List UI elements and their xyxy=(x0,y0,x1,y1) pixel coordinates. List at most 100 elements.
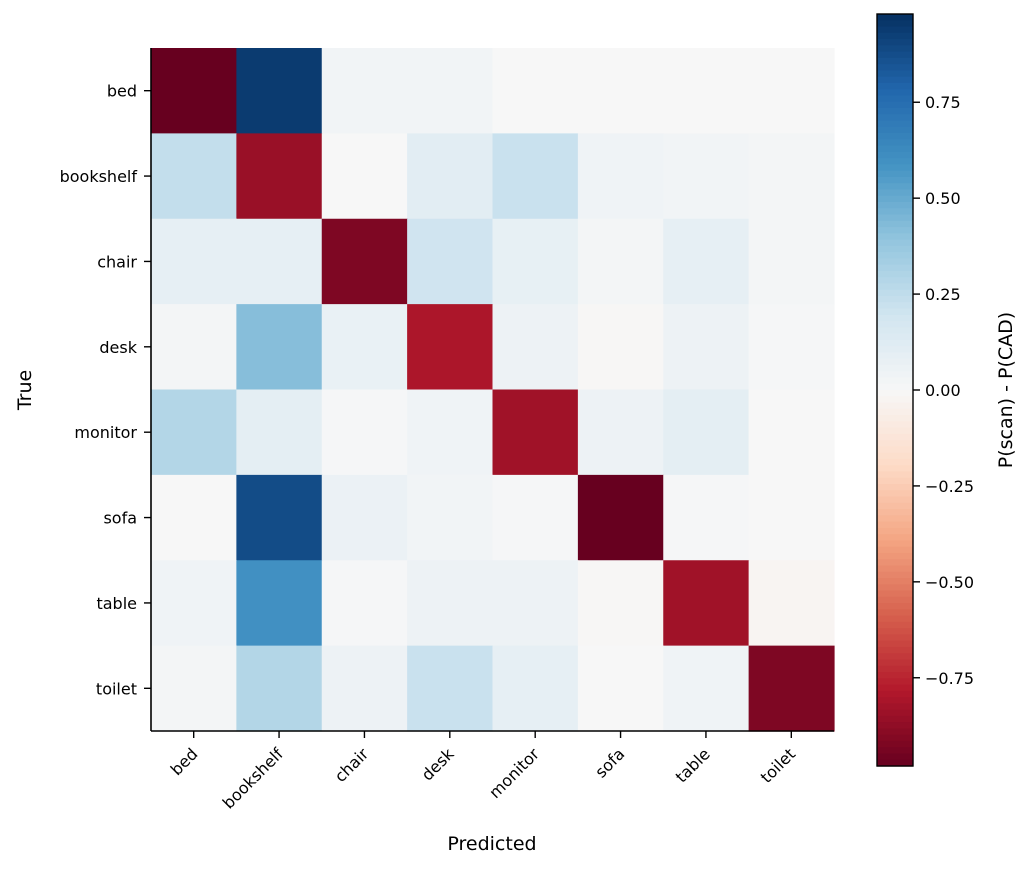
colorbar-segment xyxy=(877,628,913,635)
colorbar-segment xyxy=(877,233,913,241)
colorbar-tick-label: 0.25 xyxy=(925,285,961,304)
heatmap-cell-monitor-desk xyxy=(407,389,494,476)
colorbar-segment xyxy=(877,396,913,404)
colorbar-segment xyxy=(877,51,913,59)
colorbar-segment xyxy=(877,753,913,761)
colorbar-segment xyxy=(877,552,913,560)
heatmap-cell-sofa-bed xyxy=(151,474,237,561)
colorbar-segment xyxy=(877,264,913,272)
heatmap-cell-bookshelf-chair xyxy=(321,133,408,220)
colorbar-segment xyxy=(877,527,913,535)
heatmap-cell-bed-chair xyxy=(321,48,408,134)
heatmap-cell-bed-monitor xyxy=(492,48,579,134)
y-tick-label-bed: bed xyxy=(107,82,137,101)
heatmap-cell-table-monitor xyxy=(492,560,579,647)
colorbar-segment xyxy=(877,364,913,372)
colorbar-segment xyxy=(877,195,913,203)
colorbar-segment xyxy=(877,126,913,134)
colorbar-segment xyxy=(877,559,913,567)
colorbar-segment xyxy=(877,715,913,723)
colorbar-segment xyxy=(877,690,913,698)
colorbar-segment xyxy=(877,214,913,222)
colorbar-tick-label: −0.25 xyxy=(925,477,974,496)
colorbar-segment xyxy=(877,759,913,767)
colorbar-segment xyxy=(877,490,913,498)
colorbar-segment xyxy=(877,89,913,97)
heatmap-cell-chair-chair xyxy=(321,218,408,305)
colorbar-segment xyxy=(877,747,913,755)
heatmap-cell-sofa-table xyxy=(663,474,750,561)
heatmap-cell-table-bookshelf xyxy=(236,560,323,647)
colorbar-segment xyxy=(877,433,913,441)
colorbar-segment xyxy=(877,108,913,115)
x-tick-label-toilet: toilet xyxy=(757,744,799,786)
colorbar-segment xyxy=(877,308,913,316)
colorbar-segment xyxy=(877,634,913,642)
colorbar-segment xyxy=(877,202,913,209)
heatmap-cell-chair-monitor xyxy=(492,218,579,305)
heatmap-cell-toilet-sofa xyxy=(577,645,664,732)
heatmap-cell-monitor-chair xyxy=(321,389,408,476)
x-tick-label-desk: desk xyxy=(418,744,459,785)
y-tick-label-toilet: toilet xyxy=(96,679,137,698)
colorbar-segment xyxy=(877,327,913,335)
colorbar-segment xyxy=(877,101,913,109)
heatmap-cell-desk-toilet xyxy=(748,304,835,391)
heatmap-cell-bed-bed xyxy=(151,48,237,134)
colorbar-segment xyxy=(877,14,913,21)
colorbar-segment xyxy=(877,120,913,128)
colorbar-segment xyxy=(877,484,913,491)
colorbar-segment xyxy=(877,427,913,435)
colorbar-segment xyxy=(877,665,913,673)
heatmap-cell-sofa-bookshelf xyxy=(236,474,323,561)
x-tick-label-table: table xyxy=(672,744,714,786)
x-axis-label: Predicted xyxy=(447,833,536,855)
heatmap-cells xyxy=(151,48,835,732)
colorbar-segment xyxy=(877,703,913,711)
colorbar-segment xyxy=(877,252,913,259)
colorbar-segment xyxy=(877,603,913,610)
colorbar-segment xyxy=(877,139,913,147)
colorbar-segment xyxy=(877,377,913,385)
colorbar-segment xyxy=(877,471,913,479)
colorbar-segment xyxy=(877,227,913,234)
heatmap-cell-table-sofa xyxy=(577,560,664,647)
y-tick-label-table: table xyxy=(96,594,137,613)
colorbar-tick-label: −0.50 xyxy=(925,573,974,592)
colorbar-segment xyxy=(877,76,913,84)
colorbar-segment xyxy=(877,189,913,197)
colorbar-segment xyxy=(877,496,913,504)
colorbar-segment xyxy=(877,164,913,172)
colorbar-segment xyxy=(877,408,913,416)
colorbar-segment xyxy=(877,578,913,585)
colorbar-segment xyxy=(877,321,913,328)
colorbar-segment xyxy=(877,546,913,554)
heatmap-cell-toilet-toilet xyxy=(748,645,835,732)
colorbar-segment xyxy=(877,584,913,592)
colorbar-segment xyxy=(877,596,913,604)
colorbar-segment xyxy=(877,258,913,266)
heatmap-cell-table-bed xyxy=(151,560,237,647)
y-tick-labels: bed bookshelf chair desk monitor sofa table toi… xyxy=(60,82,138,699)
colorbar-segment xyxy=(877,133,913,140)
heatmap-cell-sofa-desk xyxy=(407,474,494,561)
heatmap-cell-bed-desk xyxy=(407,48,494,134)
heatmap-cell-desk-sofa xyxy=(577,304,664,391)
colorbar-segment xyxy=(877,458,913,466)
colorbar-segment xyxy=(877,684,913,692)
heatmap-cell-monitor-table xyxy=(663,389,750,476)
colorbar-segment xyxy=(877,421,913,429)
colorbar-segment xyxy=(877,740,913,748)
colorbar-segment xyxy=(877,477,913,485)
colorbar-segment xyxy=(877,521,913,529)
colorbar-segment xyxy=(877,314,913,322)
colorbar-segment xyxy=(877,565,913,573)
colorbar-segment xyxy=(877,45,913,53)
colorbar-tick-label: 0.75 xyxy=(925,93,961,112)
heatmap-cell-chair-sofa xyxy=(577,218,664,305)
heatmap-cell-sofa-sofa xyxy=(577,474,664,561)
colorbar-segment xyxy=(877,621,913,629)
colorbar-segment xyxy=(877,245,913,253)
heatmap-cell-bed-sofa xyxy=(577,48,664,134)
heatmap-cell-toilet-bed xyxy=(151,645,237,732)
